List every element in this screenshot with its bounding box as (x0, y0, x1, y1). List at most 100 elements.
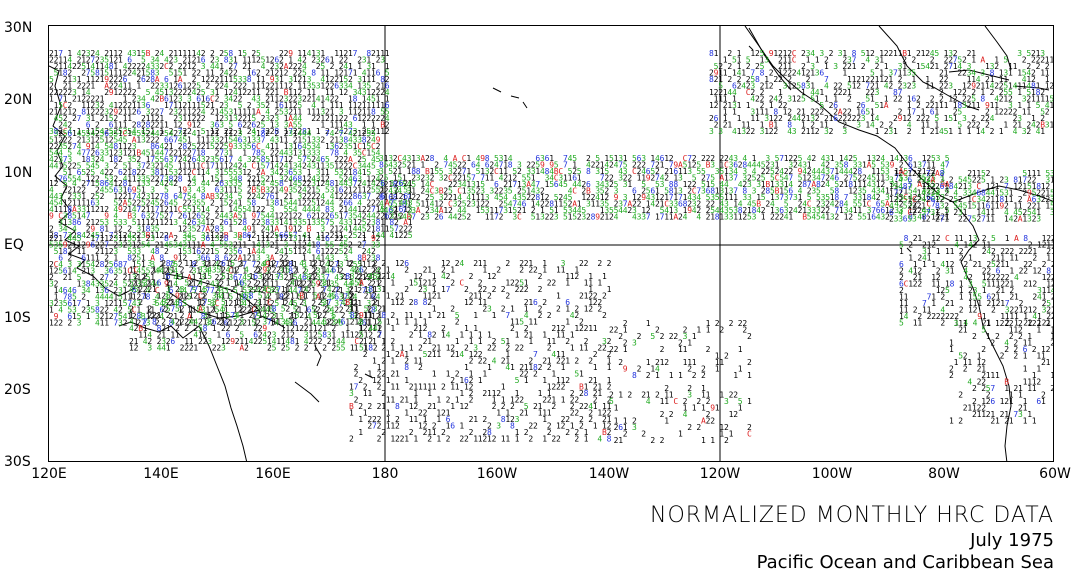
hrc-digit: 2 (967, 169, 972, 178)
hrc-digit: 1 (857, 180, 862, 189)
coast-venezuela (952, 185, 1053, 203)
hrc-digit: 1 (307, 168, 312, 177)
hrc-digit: 9 (549, 161, 554, 170)
hrc-digit: 7 (660, 213, 665, 222)
hrc-digit: 1 (894, 167, 899, 176)
hrc-digit: 2 (100, 108, 105, 117)
hrc-digit: 2 (228, 162, 233, 171)
hrc-digit: 6 (673, 167, 678, 176)
hrc-digit: 3 (201, 231, 206, 240)
hrc-digit: 6 (385, 82, 390, 91)
hrc-digit: 1 (380, 186, 385, 195)
hrc-digit: 2 (155, 192, 160, 201)
hrc-digit: 3 (673, 200, 678, 209)
hrc-digit: 2 (311, 56, 316, 65)
hrc-digit: 3 (201, 186, 206, 195)
hrc-digit: 2 (182, 62, 187, 71)
hrc-digit: 1 (219, 205, 224, 214)
hrc-digit: 2 (844, 174, 849, 183)
hrc-digit: 4 (109, 101, 114, 110)
hrc-digit: 2 (169, 127, 174, 136)
hrc-digit: 5 (371, 129, 376, 138)
hrc-digit: 1 (551, 337, 556, 346)
hrc-digit: 2 (719, 154, 724, 163)
hrc-digit: 4 (192, 175, 197, 184)
hrc-digit: 4 (448, 161, 453, 170)
hrc-digit: 1 (169, 95, 174, 104)
hrc-digit: 6 (251, 69, 256, 78)
hrc-digit: 1 (270, 175, 275, 184)
hrc-digit: 6 (385, 101, 390, 110)
hrc-digit: A (205, 225, 210, 234)
hrc-digit: 2 (196, 88, 201, 97)
hrc-digit: 1 (274, 101, 279, 110)
hrc-digit: 4 (898, 182, 903, 191)
hrc-digit: 1 (1032, 182, 1037, 191)
hrc-digit: 2 (899, 161, 904, 170)
hrc-digit: 1 (238, 199, 243, 208)
hrc-digit: 4 (86, 88, 91, 97)
hrc-digit: 5 (701, 167, 706, 176)
hrc-digit: 3 (339, 82, 344, 91)
hrc-digit: 1 (219, 175, 224, 184)
hrc-digit: 1 (123, 149, 128, 158)
hrc-digit: 1 (655, 213, 660, 222)
hrc-digit: 2 (343, 114, 348, 123)
hrc-digit: 1 (104, 319, 109, 328)
hrc-digit: 2 (270, 88, 275, 97)
hrc-digit: 1 (894, 187, 899, 196)
hrc-digit: 2 (72, 108, 77, 117)
hrc-digit: C (430, 187, 435, 196)
hrc-digit: 1 (913, 161, 918, 170)
hrc-digit: 3 (233, 179, 238, 188)
hrc-digit: 5 (880, 200, 885, 209)
hrc-digit: 7 (354, 383, 359, 392)
hrc-digit: 1 (889, 189, 894, 198)
hrc-digit: 1 (893, 49, 898, 58)
hrc-digit: 2 (545, 193, 550, 202)
hrc-digit: 3 (729, 167, 734, 176)
hrc-digit: 2 (821, 180, 826, 189)
hrc-digit: 2 (251, 231, 256, 240)
hrc-digit: 1 (390, 357, 395, 366)
hrc-digit: 2 (284, 129, 289, 138)
hrc-digit: 1 (288, 88, 293, 97)
hrc-digit: 2 (210, 199, 215, 208)
hrc-digit: 1 (747, 206, 752, 215)
hrc-digit: 2 (787, 49, 792, 58)
hrc-digit: 8 (256, 149, 261, 158)
hrc-digit: 2 (169, 149, 174, 158)
hrc-digit: 2 (366, 186, 371, 195)
hrc-digit: 1 (427, 311, 432, 320)
hrc-digit: 3 (503, 206, 508, 215)
hrc-digit: 1 (320, 175, 325, 184)
hrc-digit: 4 (865, 56, 870, 65)
hrc-digit: 2 (58, 129, 63, 138)
hrc-digit: 4 (425, 180, 430, 189)
hrc-digit: 2 (251, 175, 256, 184)
hrc-digit: 2 (884, 49, 889, 58)
hrc-digit: 1 (1000, 286, 1005, 295)
hrc-digit: 8 (591, 213, 596, 222)
hrc-digit: 6 (164, 95, 169, 104)
hrc-digit: 3 (288, 129, 293, 138)
hrc-digit: 1 (1045, 202, 1050, 211)
hrc-digit: 2 (747, 174, 752, 183)
hrc-digit: 7 (90, 56, 95, 65)
hrc-digit: 2 (434, 213, 439, 222)
hrc-digit: 5 (261, 101, 266, 110)
hrc-digit: 3 (210, 88, 215, 97)
hrc-digit: 4 (155, 129, 160, 138)
hrc-digit: 1 (339, 88, 344, 97)
hrc-digit: 4 (459, 259, 464, 268)
hrc-digit: 7 (788, 193, 793, 202)
hrc-digit: 1 (86, 312, 91, 321)
hrc-digit: 4 (320, 75, 325, 84)
hrc-digit: 5 (408, 231, 413, 240)
hrc-digit: 2 (270, 82, 275, 91)
hrc-digit: 4 (357, 168, 362, 177)
hrc-digit: 2 (330, 75, 335, 84)
hrc-digit: 2 (123, 69, 128, 78)
hrc-digit: 2 (701, 174, 706, 183)
hrc-digit: 2 (706, 200, 711, 209)
